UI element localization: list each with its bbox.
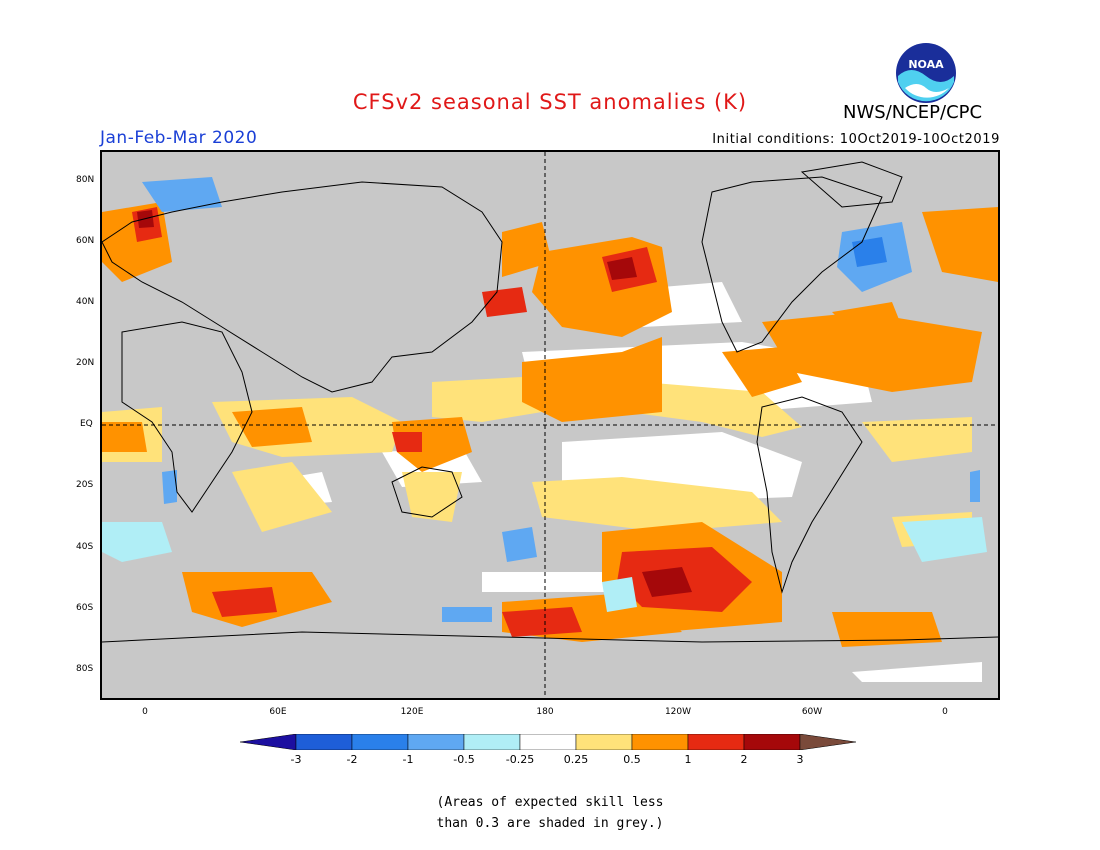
negative-regions [102, 177, 987, 622]
very-strong-positive-regions [137, 210, 692, 597]
colorbar-label: -2 [346, 753, 358, 766]
initial-conditions-label: Initial conditions: 10Oct2019-10Oct2019 [712, 132, 1000, 147]
lat-label-40n: 40N [76, 297, 95, 307]
colorbar-label: 1 [684, 753, 692, 766]
colorbar-cell [799, 734, 857, 750]
colorbar-cell [351, 734, 409, 750]
colorbar-label: -0.25 [505, 753, 535, 766]
colorbar-cell [463, 734, 521, 750]
colorbar-label: -0.5 [453, 753, 475, 766]
skill-note-line: than 0.3 are shaded in grey.) [436, 816, 664, 831]
svg-text:NOAA: NOAA [908, 58, 944, 71]
lat-label-eq: EQ [80, 419, 93, 429]
lon-label-0-east: 0 [942, 707, 948, 717]
season-label: Jan-Feb-Mar 2020 [100, 128, 258, 148]
colorbar-label: -1 [402, 753, 414, 766]
colorbar-cell [575, 734, 633, 750]
colorbar [240, 734, 857, 750]
colorbar-label: 0.25 [563, 753, 589, 766]
lon-label-180: 180 [536, 707, 554, 717]
lat-label-40s: 40S [76, 542, 94, 552]
lon-label-120w: 120W [664, 707, 692, 717]
noaa-logo: NOAA [896, 43, 956, 103]
organization-label: NWS/NCEP/CPC [843, 102, 983, 123]
lon-label-60e: 60E [269, 707, 287, 717]
sst-anomaly-map [100, 150, 1000, 700]
lat-label-20s: 20S [76, 480, 94, 490]
lat-label-60s: 60S [76, 603, 94, 613]
colorbar-label: 3 [796, 753, 804, 766]
map-canvas [102, 152, 998, 698]
colorbar-cell [687, 734, 745, 750]
lat-label-20n: 20N [76, 358, 95, 368]
coastlines [102, 161, 998, 643]
colorbar-label: 0.5 [623, 753, 641, 766]
lat-label-80n: 80N [76, 175, 95, 185]
skill-note-line: (Areas of expected skill less [436, 795, 664, 810]
lat-label-80s: 80S [76, 664, 94, 674]
colorbar-cell [743, 734, 801, 750]
skill-note: (Areas of expected skill less than 0.3 a… [0, 792, 1100, 834]
colorbar-cell [295, 734, 353, 750]
lon-label-120e: 120E [400, 707, 424, 717]
lat-label-60n: 60N [76, 236, 95, 246]
colorbar-label: -3 [290, 753, 302, 766]
colorbar-cell [240, 734, 297, 750]
colorbar-cell [519, 734, 577, 750]
lon-label-0: 0 [142, 707, 148, 717]
colorbar-cell [631, 734, 689, 750]
lon-label-60w: 60W [801, 707, 823, 717]
colorbar-label: 2 [740, 753, 748, 766]
map-title: CFSv2 seasonal SST anomalies (K) [352, 90, 748, 114]
colorbar-cell [407, 734, 465, 750]
